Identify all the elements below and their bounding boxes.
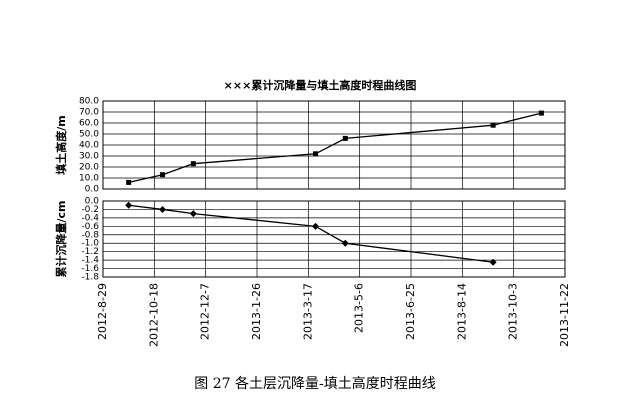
y-tick-label: 30.0 [79, 152, 99, 162]
marker [490, 122, 496, 128]
x-tick-label: 2013-6-25 [404, 283, 417, 340]
plot-frame [102, 100, 566, 190]
marker [489, 258, 497, 266]
marker [126, 179, 132, 185]
y-tick-label: 0.0 [85, 197, 100, 207]
marker [312, 222, 320, 230]
chart-title: ×××累计沉降量与填土高度时程曲线图 [224, 78, 417, 92]
y-tick-label: 60.0 [79, 119, 99, 129]
y-tick-label: 70.0 [79, 108, 99, 118]
data-line [128, 112, 542, 184]
marker [160, 172, 166, 178]
y-tick-label: -0.2 [81, 205, 99, 215]
plot-frame [102, 200, 566, 278]
y-tick-label: 0.0 [85, 185, 100, 195]
caption: 图 27 各土层沉降量-填土高度时程曲线 [194, 375, 435, 392]
marker [189, 210, 197, 218]
y-tick-label: 80.0 [79, 97, 99, 107]
x-tick-label: 2013-10-3 [507, 283, 520, 340]
x-tick-label: 2013-1-26 [250, 283, 263, 340]
y-axis-label: 填土高度/m [54, 115, 68, 174]
y-tick-label: -0.8 [81, 230, 99, 240]
y-tick-label: 50.0 [79, 130, 99, 140]
y-tick-label: 10.0 [79, 174, 99, 184]
x-tick-label: 2012-8-29 [96, 283, 109, 340]
y-tick-label: -0.6 [81, 222, 99, 232]
x-tick-label: 2013-5-6 [353, 283, 366, 333]
y-axis-label: 累计沉降量/cm [54, 201, 68, 278]
y-tick-label: -1.0 [81, 239, 99, 249]
x-tick-label: 2012-10-18 [147, 283, 160, 347]
marker [159, 205, 167, 213]
x-tick-label: 2013-11-22 [558, 283, 571, 347]
x-tick-label: 2013-8-14 [455, 283, 468, 340]
data-line [128, 204, 494, 263]
marker [341, 239, 349, 247]
marker [313, 151, 319, 157]
y-tick-label: -1.6 [81, 264, 99, 274]
y-tick-label: 20.0 [79, 163, 99, 173]
x-tick-label: 2012-12-7 [199, 283, 212, 340]
y-tick-label: 40.0 [79, 141, 99, 151]
y-tick-label: -1.4 [81, 256, 99, 266]
marker [538, 110, 544, 116]
y-tick-label: -1.8 [81, 273, 99, 283]
marker [125, 201, 133, 209]
marker [190, 161, 196, 167]
y-tick-label: -1.2 [81, 247, 99, 257]
marker [342, 135, 348, 141]
y-tick-label: -0.4 [81, 213, 99, 223]
x-tick-label: 2013-3-17 [301, 283, 314, 340]
